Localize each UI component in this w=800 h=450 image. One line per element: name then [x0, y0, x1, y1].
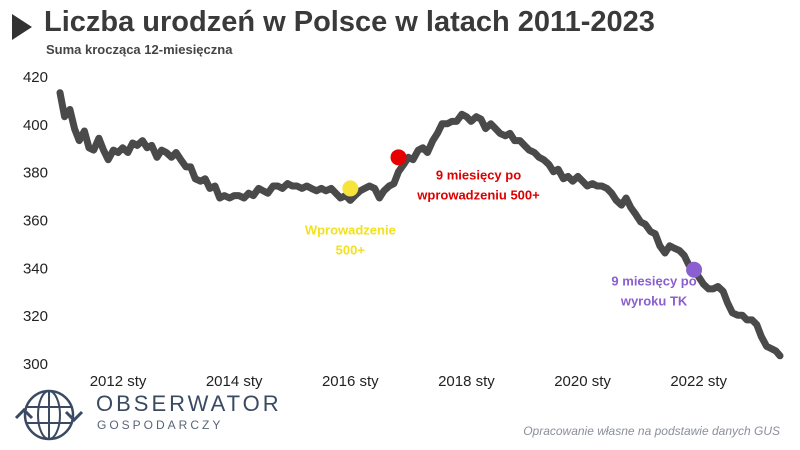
brand-subtitle: GOSPODARCZY	[97, 418, 224, 432]
source-note: Opracowanie własne na podstawie danych G…	[523, 424, 780, 438]
x-tick-label: 2016 sty	[322, 373, 379, 390]
title-arrow-icon	[12, 14, 32, 40]
globe-arrows-icon	[14, 389, 84, 441]
x-tick-label: 2022 sty	[670, 373, 727, 390]
brand-name: OBSERWATOR	[96, 391, 282, 416]
chart-title: Liczba urodzeń w Polsce w latach 2011-20…	[44, 6, 655, 38]
annotation-dot	[390, 149, 407, 166]
x-tick-label: 2014 sty	[206, 373, 263, 390]
x-tick-label: 2020 sty	[554, 373, 611, 390]
annotation-label: 9 miesięcy po	[611, 274, 696, 289]
chart-subtitle: Suma krocząca 12-miesięczna	[46, 42, 233, 57]
annotation-label: wprowadzeniu 500+	[416, 187, 540, 202]
series-lines	[56, 89, 784, 360]
y-axis-ticks: 300 320 340 360 380 400 420	[23, 69, 48, 373]
annotation-dot	[342, 180, 359, 197]
y-tick-label: 400	[23, 117, 48, 134]
y-tick-label: 360	[23, 213, 48, 230]
annotation-label: 500+	[336, 242, 366, 257]
y-tick-label: 320	[23, 308, 48, 325]
annotation-label: Wprowadzenie	[305, 222, 396, 237]
y-tick-label: 420	[23, 69, 48, 86]
annotation-label: wyroku TK	[620, 294, 688, 309]
x-tick-label: 2018 sty	[438, 373, 495, 390]
annotation-label: 9 miesięcy po	[436, 167, 521, 182]
annotations: Wprowadzenie 500+ 9 miesięcy po wprowadzeni…	[305, 149, 703, 309]
y-tick-label: 300	[23, 356, 48, 373]
annotation-dot	[686, 261, 703, 278]
y-tick-label: 340	[23, 260, 48, 277]
series-line	[56, 89, 784, 360]
y-tick-label: 380	[23, 165, 48, 182]
x-axis-ticks: 2012 sty 2014 sty 2016 sty 2018 sty 2020 sty…	[90, 373, 728, 390]
x-tick-label: 2012 sty	[90, 373, 147, 390]
